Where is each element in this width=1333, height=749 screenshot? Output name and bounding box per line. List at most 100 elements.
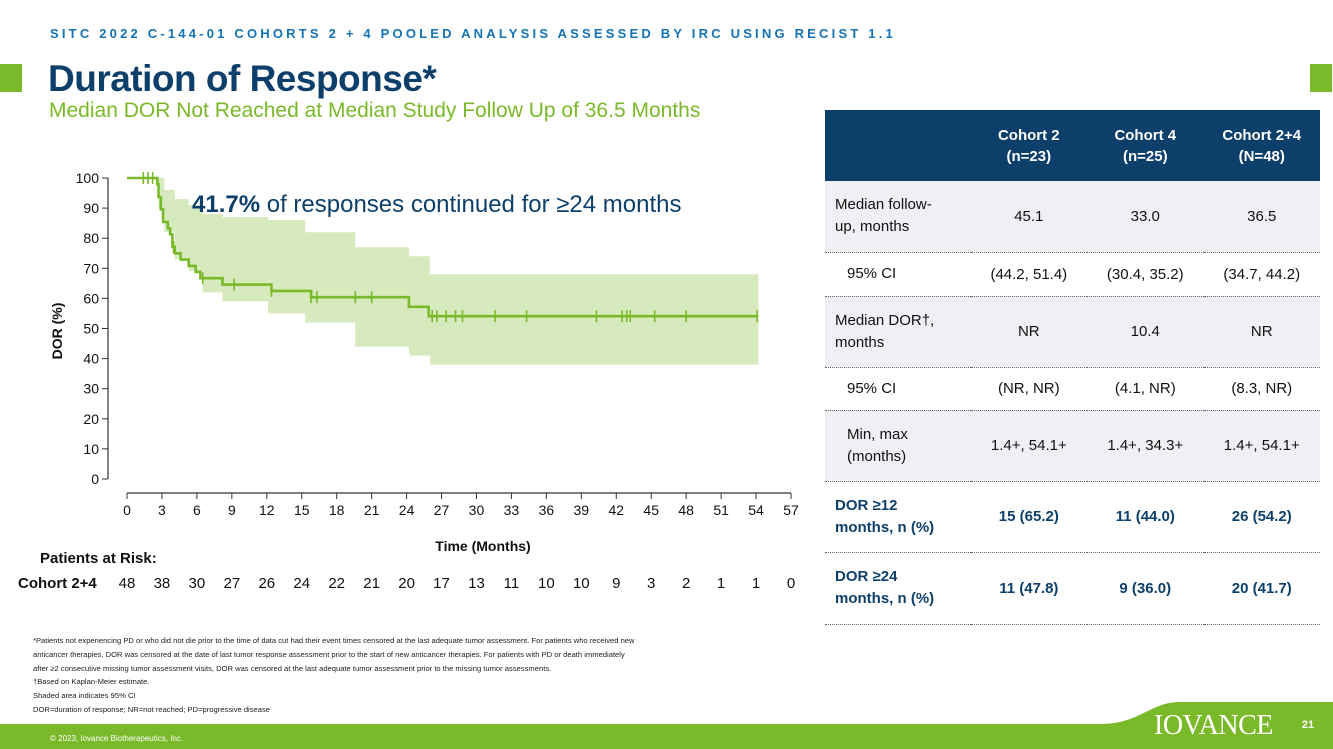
table-cell: 9 (36.0) [1087,552,1204,625]
iovance-logo: IOVANCE [1154,710,1273,741]
table-cell: NR [1203,296,1320,368]
km-curve [127,176,759,318]
table-row: 95% CI (NR, NR) (4.1, NR) (8.3, NR) [825,367,1320,411]
table-cell: 26 (54.2) [1203,481,1320,553]
page-number: 21 [1292,709,1324,741]
table-row: Min, max (months) 1.4+, 54.1+ 1.4+, 34.3+… [825,410,1320,482]
x-tick-label: 45 [643,502,659,518]
y-tick-label: 10 [83,441,99,457]
study-line: SITC 2022 C-144-01 COHORTS 2 + 4 POOLED … [50,26,896,41]
at-risk-cohort-label: Cohort 2+4 [18,575,97,592]
accent-tab-left [0,64,22,92]
row-label: 95% CI [825,252,971,297]
at-risk-value: 30 [188,575,206,592]
y-tick-label: 80 [83,230,99,246]
y-tick-label: 40 [83,351,99,367]
x-tick-label: 36 [539,502,555,518]
x-tick-label: 48 [678,502,694,518]
x-tick-label: 27 [434,502,450,518]
x-tick-label: 21 [364,502,380,518]
x-tick-label: 42 [608,502,624,518]
annotation-value: 41.7% [192,191,260,218]
table-cell: (8.3, NR) [1203,367,1320,411]
at-risk-value: 48 [118,575,136,592]
x-tick-label: 3 [158,502,166,518]
x-tick-label: 6 [193,502,201,518]
y-axis-label: DOR (%) [49,303,65,360]
footer-wave-shape [1100,702,1333,749]
table-cell: 45.1 [970,181,1088,253]
x-tick-label: 51 [713,502,729,518]
at-risk-value: 2 [681,575,691,592]
table-row: Median DOR†, months NR 10.4 NR [825,296,1320,368]
table-row: DOR ≥12 months, n (%) 15 (65.2) 11 (44.0)… [825,481,1320,553]
y-tick-label: 30 [83,381,99,397]
x-tick-label: 9 [228,502,236,518]
y-tick-label: 60 [83,290,99,306]
at-risk-value: 13 [468,575,485,592]
at-risk-value: 24 [293,575,311,592]
table-header-row: Cohort 2 (n=23) Cohort 4 (n=25) Cohort 2+4… [825,110,1320,181]
at-risk-value: 17 [433,575,450,592]
at-risk-value: 3 [647,575,656,592]
y-tick-label: 20 [83,411,99,427]
table-row: Median follow-up, months 45.1 33.0 36.5 [825,181,1320,253]
table-cell: (30.4, 35.2) [1087,252,1204,297]
table-cell: 33.0 [1087,181,1204,253]
page-title: Duration of Response* [48,58,437,99]
row-label: Min, max (months) [825,410,971,482]
row-label: Median DOR†, months [825,296,971,368]
x-tick-label: 0 [123,502,131,518]
table-cell: (NR, NR) [970,367,1088,411]
table-row: DOR ≥24 months, n (%) 11 (47.8) 9 (36.0) … [825,552,1320,625]
ci-band [127,178,759,365]
x-tick-label: 12 [259,502,275,518]
y-tick-label: 0 [91,471,99,487]
x-tick-label: 18 [329,502,345,518]
table-header-blank [825,110,971,181]
footnote-line: *Patients not experiencing PD or who did… [33,636,635,645]
y-tick-label: 100 [76,170,100,186]
row-label: 95% CI [825,367,971,411]
table-cell: 36.5 [1203,181,1320,253]
page-subtitle: Median DOR Not Reached at Median Study F… [49,99,701,122]
footnote-line: DOR=duration of response; NR=not reached… [33,704,271,714]
table-header-cell: Cohort 2+4 (N=48) [1203,110,1320,181]
accent-tab-right [1310,64,1332,92]
x-tick-label: 39 [574,502,590,518]
at-risk-value: 26 [258,575,276,592]
dor-table: Cohort 2 (n=23) Cohort 4 (n=25) Cohort 2+4… [825,110,1320,625]
y-tick-label: 90 [83,200,99,216]
row-label: DOR ≥12 months, n (%) [825,481,971,553]
x-tick-label: 24 [399,502,415,518]
at-risk-value: 0 [786,575,796,592]
footnote-line: †Based on Kaplan-Meier estimate. [33,677,150,687]
table-cell: 1.4+, 34.3+ [1087,410,1204,482]
table-cell: 11 (47.8) [970,552,1088,625]
at-risk-value: 22 [328,575,346,592]
row-label: Median follow-up, months [825,181,971,253]
table-cell: NR [970,296,1088,368]
x-tick-label: 30 [469,502,485,518]
at-risk-value: 20 [398,575,415,592]
x-tick-label: 57 [783,502,799,518]
table-cell: 11 (44.0) [1087,481,1204,553]
table-header-cell: Cohort 4 (n=25) [1087,110,1204,181]
footnotes: *Patients not experiencing PD or who did… [33,634,803,717]
at-risk-title: Patients at Risk: [40,550,157,567]
at-risk-value: 38 [153,575,171,592]
at-risk-value: 1 [716,575,726,592]
table-cell: (4.1, NR) [1087,367,1204,411]
at-risk-value: 1 [751,575,761,592]
y-tick-label: 70 [83,260,99,276]
y-tick-label: 50 [83,321,99,337]
table-cell: (34.7, 44.2) [1203,252,1320,297]
table-header-cell: Cohort 2 (n=23) [970,110,1088,181]
at-risk-value: 21 [363,575,380,592]
footnote-line: anticancer therapies, DOR was censored a… [33,649,625,659]
at-risk-value: 10 [538,575,555,592]
table-cell: (44.2, 51.4) [970,252,1088,297]
table-row: 95% CI (44.2, 51.4) (30.4, 35.2) (34.7, … [825,252,1320,297]
at-risk-value: 9 [612,575,621,592]
